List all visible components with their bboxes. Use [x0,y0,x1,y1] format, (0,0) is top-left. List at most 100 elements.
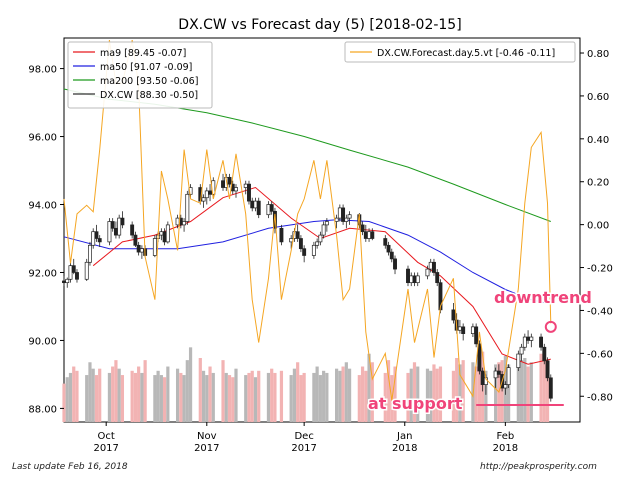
volume-bar [529,362,533,422]
legend-label: DX.CW [88.30 -0.50] [100,90,198,101]
legend-right: DX.CW.Forecast.day.5.vt [-0.46 -0.11] [344,41,576,63]
volume-bar [130,370,134,422]
candle-body [386,244,391,253]
candle-body [243,183,248,188]
candle-body [120,217,125,226]
x-tick-year: 2017 [291,443,316,454]
volume-bar [198,358,202,422]
candle-body [221,180,225,188]
volume-bar [273,372,277,422]
volume-bar [338,370,342,422]
candlesticks [62,173,553,402]
volume-bar [205,375,209,422]
candle-body [529,336,534,341]
candle-body [341,207,346,222]
chart-title: DX.CW vs Forecast day (5) [2018-02-15] [178,17,461,33]
candle-body [68,265,73,280]
volume-bar [234,368,238,422]
volume-bar [425,368,430,422]
volume-bar [163,377,167,422]
volume-bar [347,368,352,422]
volume-bar [292,368,297,422]
candle-body [295,231,300,239]
candle-body [91,231,96,246]
candle-body [110,221,115,229]
candle-body [493,370,498,379]
legend-label: ma200 [93.50 -0.06] [100,76,198,87]
candle-body [470,326,475,334]
x-tick-label: Dec [294,431,313,442]
candle-body [88,244,92,263]
candle-body [136,244,141,253]
candle-body [503,384,508,389]
right-tick-label: -0.80 [587,392,613,403]
volume-bar [88,362,92,422]
candle-body [393,258,397,270]
volume-bar [296,362,300,422]
volume-bar [250,370,254,422]
volume-bar [409,368,413,422]
left-tick-label: 90.00 [28,336,57,347]
volume-bar [185,360,189,422]
candle-body [162,231,167,243]
candle-body [474,326,479,345]
volume-bar [120,375,125,422]
candle-body [432,261,436,273]
volume-bar [68,372,73,422]
volume-bar [432,364,436,422]
candle-body [428,261,433,270]
volume-bar [231,377,235,422]
candle-body [182,221,187,226]
left-tick-label: 98.00 [28,65,57,76]
footer-last-update: Last update Feb 16, 2018 [12,462,128,472]
volume-bar [364,370,368,422]
volume-bar [72,366,76,422]
volume-bar [438,366,443,422]
volume-bar [114,360,118,422]
volume-bar [455,358,459,422]
volume-bars [62,347,550,422]
volume-bar [91,368,95,422]
right-tick-label: 0.40 [587,135,609,146]
volume-bar [341,366,345,422]
volume-bar [140,372,144,422]
volume-bar [516,362,520,422]
candle-body [117,217,122,236]
plot-frame [63,37,581,423]
volume-bar [299,375,303,422]
candle-body [227,176,232,185]
volume-bar [166,366,170,422]
volume-bar [474,366,478,422]
candle-body [204,190,209,199]
left-tick-label: 96.00 [28,133,57,144]
candle-body [457,326,462,331]
volume-bar [484,370,488,422]
volume-bar [211,372,215,422]
left-tick-label: 88.00 [28,404,57,415]
candle-body [406,268,410,284]
volume-bar [221,360,225,422]
candle-body [247,183,251,202]
candle-body [344,217,349,222]
volume-bar [312,372,316,422]
candle-body [75,272,79,280]
candle-body [188,187,193,195]
candle-body [461,326,466,334]
candle-body [269,204,274,212]
footer-url: http://peakprosperity.com [480,462,597,472]
volume-bar [98,368,102,422]
volume-bar [244,375,248,422]
candle-body [334,217,339,222]
volume-bar [133,372,137,422]
x-tick-label: Jan [396,431,412,442]
volume-bar [153,375,157,422]
volume-bar [94,375,99,422]
volume-bar [201,370,206,422]
volume-bar [315,366,319,422]
right-tick-label: -0.40 [587,306,613,317]
volume-bar [75,370,79,422]
volume-bar [289,375,293,422]
volume-bar [175,368,180,422]
candle-body [451,309,456,321]
